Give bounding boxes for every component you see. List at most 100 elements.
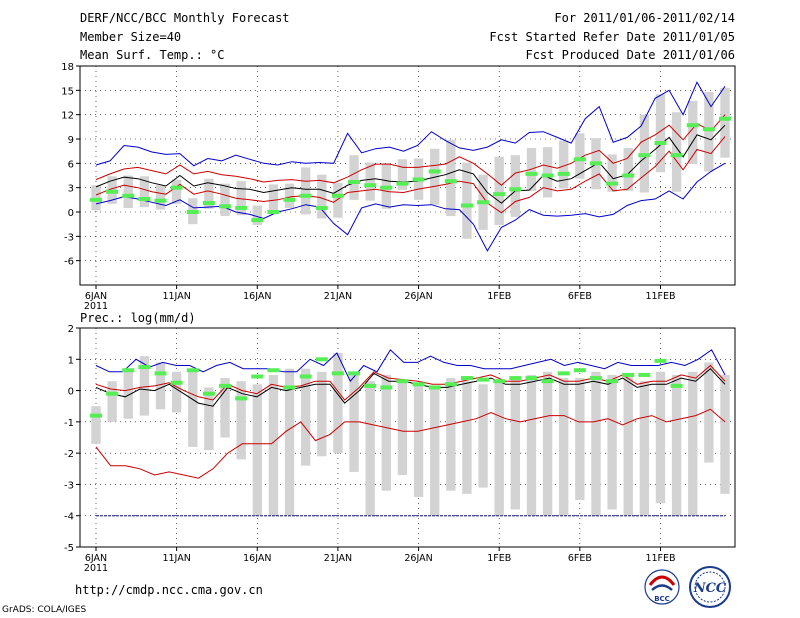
temp-spread-box	[268, 184, 279, 215]
temp-spread-box	[284, 183, 295, 208]
prec-observed-marker	[315, 357, 328, 362]
prec-observed-marker	[638, 372, 651, 377]
temp-spread-box	[542, 147, 553, 198]
prec-observed-marker	[509, 376, 522, 381]
temp-observed-marker	[477, 200, 490, 205]
prec-xtick-label: 21JAN	[324, 553, 352, 564]
prec-ytick-label: -3	[64, 480, 74, 491]
temp-spread-box	[510, 155, 521, 217]
temp-observed-marker	[90, 197, 102, 202]
temp-spread-box	[446, 139, 456, 217]
prec-spread-box	[365, 381, 375, 516]
temp-observed-marker	[702, 127, 715, 132]
prec-spread-box	[430, 387, 440, 516]
prec-plot-frame	[79, 327, 736, 548]
temp-observed-marker	[186, 210, 199, 214]
temp-spread-box	[494, 156, 504, 225]
prec-observed-marker	[154, 371, 167, 376]
temp-ytick-label: -6	[64, 257, 74, 268]
temp-ytick-label: 3	[68, 184, 74, 195]
temp-observed-marker	[138, 197, 151, 202]
prec-spread-box	[462, 381, 472, 494]
prec-spread-box	[268, 374, 279, 516]
temp-observed-marker	[589, 161, 602, 166]
prec-ytick-label: 0	[68, 387, 74, 398]
ncc-logo-text: NCC	[693, 581, 727, 596]
prec-spread-box	[688, 371, 698, 516]
prec-spread-box	[381, 374, 391, 491]
prec-line-upper	[95, 364, 726, 401]
temp-xtick-label: 11FEB	[645, 291, 675, 302]
temp-xtick-label: 11JAN	[162, 291, 190, 302]
member-size: Member Size=40	[80, 30, 182, 44]
bcc-logo-text: BCC	[654, 595, 670, 603]
temp-observed-marker	[235, 205, 248, 210]
prec-spread-box	[510, 378, 521, 510]
prec-observed-marker	[202, 391, 215, 396]
temp-observed-marker	[686, 123, 699, 128]
temp-spread-box	[559, 140, 569, 189]
temp-spread-box	[655, 94, 666, 173]
temp-observed-marker	[573, 157, 586, 162]
temp-plot-frame	[79, 65, 736, 286]
prec-spread-box	[494, 381, 504, 516]
temp-line-lower	[95, 136, 726, 214]
temp-line-upper	[95, 114, 726, 186]
prec-observed-marker	[541, 379, 554, 384]
prec-xtick-label: 6FEB	[568, 553, 592, 564]
variable-label: Mean Surf. Temp.: °C	[80, 48, 225, 62]
temp-observed-marker	[122, 193, 135, 198]
temp-xtick-year: 2011	[84, 301, 108, 312]
temp-spread-box	[317, 174, 327, 219]
started-date: Fcst Started Refer Date 2011/01/05	[489, 30, 735, 44]
temp-spread-box	[671, 112, 682, 192]
prec-observed-marker	[235, 396, 248, 401]
prec-spread-box	[204, 387, 214, 451]
temp-spread-box	[349, 155, 359, 200]
temp-observed-marker	[525, 171, 538, 176]
ncc-logo: NCC	[689, 566, 731, 608]
temp-spread-box	[252, 205, 262, 225]
temp-observed-marker	[638, 153, 651, 158]
temp-observed-marker	[670, 153, 683, 158]
prec-ytick-label: -5	[64, 543, 74, 554]
prec-observed-marker	[138, 365, 151, 370]
temp-observed-marker	[364, 183, 377, 188]
prec-observed-marker	[219, 383, 232, 388]
temp-spread-box	[91, 185, 101, 211]
temp-observed-marker	[202, 201, 215, 206]
prec-observed-marker	[396, 379, 409, 384]
temp-observed-marker	[557, 171, 570, 176]
chart-title: DERF/NCC/BCC Monthly Forecast	[80, 11, 290, 25]
bcc-logo: BCC	[644, 569, 680, 605]
prec-spread-box	[333, 353, 343, 454]
prec-spread-box	[720, 374, 730, 494]
prec-xtick-label: 11FEB	[645, 553, 675, 564]
temp-observed-marker	[460, 203, 473, 208]
temp-observed-marker	[622, 173, 635, 178]
prec-xtick-label: 1FEB	[487, 553, 511, 564]
temp-observed-marker	[719, 116, 731, 121]
temp-observed-marker	[251, 218, 264, 223]
prec-ytick-label: -2	[64, 449, 74, 460]
prec-spread-box	[317, 371, 327, 457]
temp-spread-box	[365, 162, 375, 201]
temp-observed-marker	[315, 205, 328, 210]
temp-ytick-label: 12	[61, 111, 74, 122]
prec-observed-marker	[412, 382, 425, 387]
prec-spread-box	[236, 381, 246, 460]
prec-observed-marker	[106, 391, 119, 396]
temp-observed-marker	[219, 204, 232, 209]
prec-observed-marker	[267, 368, 280, 373]
prec-observed-marker	[170, 380, 183, 385]
temp-observed-marker	[493, 192, 506, 197]
temp-xtick-label: 6JAN	[85, 291, 107, 302]
temp-observed-marker	[541, 173, 554, 178]
prec-spread-box	[252, 384, 262, 516]
prec-xtick-label: 11JAN	[162, 553, 190, 564]
prec-observed-marker	[348, 371, 361, 376]
source-url[interactable]: http://cmdp.ncc.cma.gov.cn	[75, 583, 263, 597]
logos: BCC NCC	[644, 566, 731, 608]
